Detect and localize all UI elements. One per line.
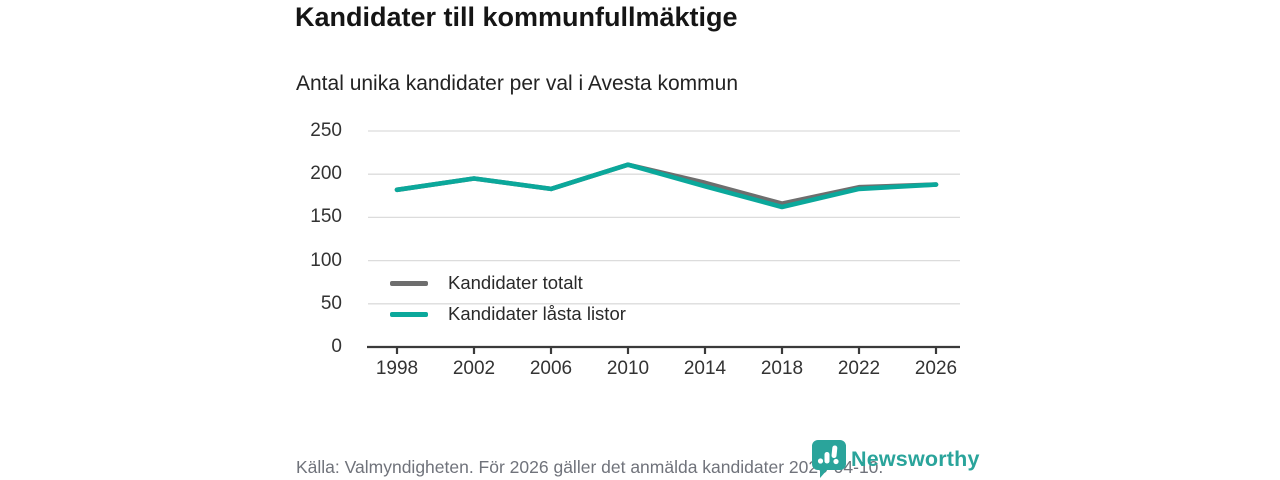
- page-subtitle: Antal unika kandidater per val i Avesta …: [296, 72, 739, 95]
- x-axis-tick-label: 2002: [452, 358, 496, 379]
- newsworthy-bubble-icon: [812, 440, 846, 478]
- x-axis-tick-label: 2018: [760, 358, 804, 379]
- x-axis-tick-label: 2010: [606, 358, 650, 379]
- page-title: Kandidater till kommunfullmäktige: [295, 2, 738, 32]
- legend-swatch-gray-icon: [390, 280, 428, 286]
- legend-item-total: Kandidater totalt: [390, 272, 626, 294]
- y-axis: 0 50 100 150 200 250: [305, 0, 355, 480]
- legend-label: Kandidater totalt: [448, 272, 583, 293]
- x-axis-tick-label: 2014: [683, 358, 727, 379]
- y-axis-tick-label: 150: [310, 206, 342, 228]
- legend-swatch-teal-icon: [390, 311, 428, 317]
- y-axis-tick-label: 100: [310, 249, 342, 271]
- x-axis-tick-label: 1998: [375, 358, 419, 379]
- legend-item-locked-lists: Kandidater låsta listor: [390, 303, 626, 325]
- y-axis-tick-label: 200: [310, 163, 342, 185]
- legend-label: Kandidater låsta listor: [448, 303, 626, 324]
- newsworthy-wordmark: Newsworthy: [851, 446, 980, 471]
- y-axis-tick-label: 0: [331, 336, 342, 357]
- legend: Kandidater totalt Kandidater låsta listo…: [390, 272, 626, 325]
- y-axis-tick-label: 50: [320, 292, 342, 314]
- x-axis-tick-label: 2026: [914, 358, 958, 379]
- x-axis-tick-label: 2022: [837, 358, 881, 379]
- y-axis-tick-label: 250: [310, 120, 342, 141]
- newsworthy-logo: Newsworthy: [812, 440, 980, 478]
- source-note: Källa: Valmyndigheten. För 2026 gäller d…: [296, 457, 884, 477]
- x-axis-tick-label: 2006: [529, 358, 573, 379]
